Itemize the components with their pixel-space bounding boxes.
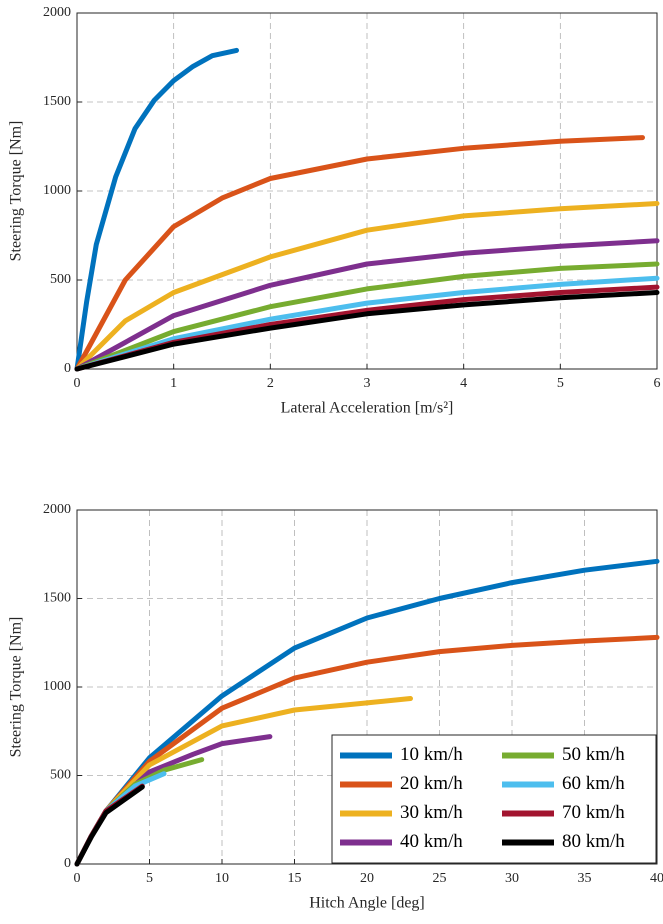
x-tick-label: 40 — [650, 871, 663, 886]
x-tick-label: 4 — [460, 376, 467, 391]
x-axis-label: Lateral Acceleration [m/s²] — [281, 400, 454, 417]
x-tick-label: 30 — [505, 871, 519, 886]
x-tick-label: 25 — [433, 871, 447, 886]
y-tick-label: 1000 — [43, 679, 71, 694]
y-axis-label: Steering Torque [Nm] — [8, 617, 25, 758]
y-axis-label: Steering Torque [Nm] — [8, 121, 25, 262]
legend-label: 50 km/h — [562, 744, 625, 765]
x-tick-label: 10 — [215, 871, 229, 886]
legend-label: 10 km/h — [400, 744, 463, 765]
x-tick-label: 6 — [654, 376, 661, 391]
series-line — [74, 135, 645, 372]
y-tick-label: 0 — [64, 361, 71, 376]
axes-frame — [76, 509, 658, 865]
y-tick-label: 500 — [50, 272, 71, 287]
y-tick-label: 1500 — [43, 94, 71, 109]
legend-label: 40 km/h — [400, 831, 463, 852]
legend-label: 70 km/h — [562, 802, 625, 823]
x-tick-label: 2 — [267, 376, 274, 391]
series-line — [74, 47, 239, 372]
series-line — [74, 261, 660, 372]
x-tick-label: 5 — [146, 871, 153, 886]
x-tick-label: 3 — [364, 376, 371, 391]
legend-label: 20 km/h — [400, 773, 463, 794]
series-line — [74, 201, 660, 372]
legend-label: 80 km/h — [562, 831, 625, 852]
y-tick-label: 0 — [64, 856, 71, 871]
x-tick-label: 5 — [557, 376, 564, 391]
x-tick-label: 0 — [74, 871, 81, 886]
x-tick-label: 15 — [288, 871, 302, 886]
series-line — [74, 275, 660, 372]
series-line — [74, 290, 660, 372]
x-tick-label: 20 — [360, 871, 374, 886]
x-tick-label: 1 — [170, 376, 177, 391]
y-tick-label: 1500 — [43, 591, 71, 606]
x-tick-label: 0 — [74, 376, 81, 391]
y-tick-label: 500 — [50, 768, 71, 783]
y-tick-label: 2000 — [43, 502, 71, 517]
series-line — [74, 238, 660, 372]
axes-frame — [76, 12, 658, 370]
y-tick-label: 1000 — [43, 183, 71, 198]
legend-label: 60 km/h — [562, 773, 625, 794]
x-tick-label: 35 — [578, 871, 592, 886]
x-axis-label: Hitch Angle [deg] — [309, 895, 425, 912]
legend-label: 30 km/h — [400, 802, 463, 823]
series-line — [74, 784, 145, 867]
y-tick-label: 2000 — [43, 5, 71, 20]
